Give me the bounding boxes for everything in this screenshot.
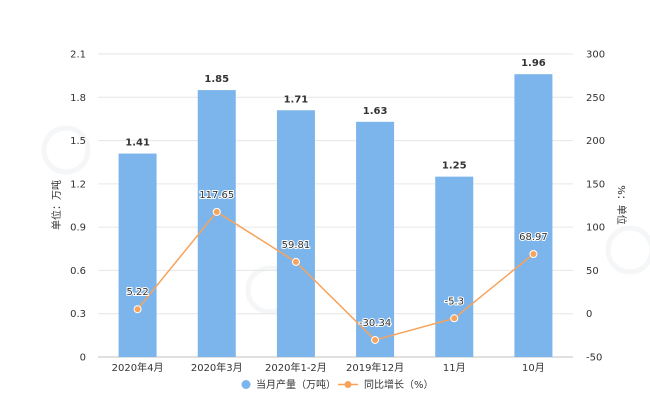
line-point <box>133 305 142 314</box>
y-axis-title-left: 单位：万吨 <box>50 180 63 230</box>
line-point <box>529 250 538 259</box>
y-tick-label: 2.1 <box>70 50 86 61</box>
y2-tick-label: -50 <box>586 353 602 364</box>
y2-tick-label: 300 <box>586 50 605 61</box>
x-tick-label: 10月 <box>522 362 545 374</box>
y2-tick-label: 0 <box>586 309 592 320</box>
line-point <box>371 335 380 344</box>
bar-series: 1.41 1.85 1.71 1.63 1.25 1.96 <box>118 58 553 358</box>
line-data-label: 68.97 <box>519 232 548 243</box>
y-tick-label: 1.5 <box>70 136 86 147</box>
x-axis: 2020年4月 2020年3月 2020年1-2月 2019年12月 11月 10月 <box>112 361 545 374</box>
x-tick-label: 2019年12月 <box>346 361 404 374</box>
y-axis-left: 0 0.3 0.6 0.9 1.2 1.5 1.8 2.1 <box>70 50 86 364</box>
y-tick-label: 1.8 <box>70 93 86 104</box>
y-tick-label: 0 <box>80 353 86 364</box>
bar-data-label: 1.41 <box>125 138 150 149</box>
y2-tick-label: 150 <box>586 179 605 190</box>
bar-data-label: 1.96 <box>521 58 546 69</box>
x-tick-label: 11月 <box>443 362 466 374</box>
legend-label: 当月产量（万吨） <box>256 378 336 391</box>
x-tick-label: 2020年3月 <box>191 361 243 374</box>
line-point <box>291 257 300 266</box>
legend-label: 同比增长（%） <box>364 378 434 391</box>
legend: 当月产量（万吨） 同比增长（%） <box>241 378 434 391</box>
line-point <box>450 314 459 323</box>
y-tick-label: 1.2 <box>70 179 86 190</box>
bar <box>435 176 474 357</box>
line-point <box>212 207 221 216</box>
y-tick-label: 0.9 <box>70 223 86 234</box>
line-series: 5.22 117.65 59.81 -30.34 -5.3 68.97 <box>125 189 549 344</box>
bar-data-label: 1.25 <box>442 161 467 172</box>
line-data-label: -30.34 <box>359 318 391 329</box>
bar <box>118 153 157 357</box>
y2-tick-label: 200 <box>586 136 605 147</box>
bar <box>514 74 553 357</box>
y-axis-right: -50 0 50 100 150 200 250 300 <box>586 50 605 364</box>
watermark-logo <box>41 125 91 175</box>
grid <box>98 53 573 358</box>
bar-data-label: 1.63 <box>363 106 388 117</box>
y-tick-label: 0.3 <box>70 309 86 320</box>
bar <box>276 110 315 358</box>
bar <box>356 121 395 357</box>
y2-tick-label: 100 <box>586 223 605 234</box>
watermark-logo <box>605 225 650 275</box>
bar-data-label: 1.85 <box>204 74 229 85</box>
x-tick-label: 2020年1-2月 <box>265 361 327 374</box>
x-tick-label: 2020年4月 <box>112 361 164 374</box>
line-data-label: 117.65 <box>199 190 234 201</box>
legend-line-marker <box>344 381 352 388</box>
y-tick-label: 0.6 <box>70 266 86 277</box>
bar-data-label: 1.71 <box>284 94 309 105</box>
bar <box>197 90 236 358</box>
series-line <box>137 210 534 341</box>
line-data-label: 59.81 <box>282 240 311 251</box>
y-axis-title-right: %：单位 <box>615 185 628 225</box>
y2-tick-label: 50 <box>586 266 599 277</box>
line-data-label: -5.3 <box>444 296 464 307</box>
y2-tick-label: 250 <box>586 93 605 104</box>
legend-bar-swatch <box>241 380 251 389</box>
line-data-label: 5.22 <box>126 287 148 298</box>
